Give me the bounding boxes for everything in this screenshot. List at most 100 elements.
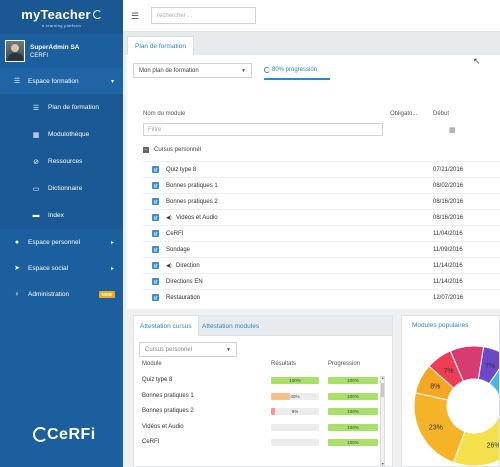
lightbulb-icon: ♀ xyxy=(14,290,20,298)
tab-attestation-modules[interactable]: Attestation modules xyxy=(202,322,260,330)
attestation-module-name: CeRFI xyxy=(142,439,160,445)
header-progression: Progression xyxy=(328,361,361,367)
speaker-icon: ◀) xyxy=(166,214,172,221)
nav-dictionnaire[interactable]: ▭ Dictionnaire xyxy=(0,175,123,202)
donut-slice[interactable] xyxy=(452,414,500,466)
nav-plan-de-formation[interactable]: ☰ Plan de formation xyxy=(0,94,123,121)
nav-espace-personnel[interactable]: ● Espace personnel ▸ xyxy=(0,229,123,255)
dash-icon: ▬ xyxy=(32,212,40,219)
scroll-down-icon[interactable]: ▼ xyxy=(381,462,385,466)
scrollbar[interactable]: ▲ ▼ xyxy=(380,376,385,466)
calendar-icon[interactable]: ▦ xyxy=(449,127,456,134)
attestation-module-name: Bonnes pratiques 1 xyxy=(142,392,194,399)
tab-plan-de-formation[interactable]: Plan de formation xyxy=(127,36,194,55)
filter-input[interactable]: Filtre xyxy=(143,123,383,136)
nav-label: Modulothèque xyxy=(48,131,90,138)
topbar: ☰ xyxy=(123,0,500,32)
module-table: ▤ Quiz type 8 07/21/2016 ▤ Bonnes pratiques … xyxy=(143,161,500,305)
nav-espace-social[interactable]: ➤ Espace social ▸ xyxy=(0,255,123,281)
module-name: Direction xyxy=(176,262,200,269)
nav-administration[interactable]: ♀ Administration NEW xyxy=(0,281,123,307)
tab-strip: Plan de formation xyxy=(123,32,500,55)
group-row[interactable]: − Cursus personnel xyxy=(143,147,201,153)
module-icon: ▤ xyxy=(152,182,159,189)
module-icon: ▤ xyxy=(152,166,159,173)
attestation-row[interactable]: Bonnes pratiques 2 8% 100% xyxy=(142,405,382,419)
donut-slice-label: 8% xyxy=(430,384,440,391)
donut-slice[interactable] xyxy=(488,356,500,422)
table-row[interactable]: ▤ ◀) Vidéos et Audio 08/16/2016 xyxy=(143,209,500,225)
donut-slice-label: 26% xyxy=(487,442,500,449)
paperclip-icon: ⊘ xyxy=(33,158,39,166)
search-input[interactable] xyxy=(151,7,256,24)
progress-label: 100% xyxy=(347,440,359,445)
book-icon: ▭ xyxy=(32,185,40,193)
donut-slice[interactable] xyxy=(449,345,485,382)
table-row[interactable]: ▤ Directions EN 11/14/2016 xyxy=(143,273,500,289)
result-bar xyxy=(271,423,319,431)
app-logo[interactable]: myTeacher e-learning platform xyxy=(0,0,123,34)
collapse-icon[interactable]: − xyxy=(143,147,149,153)
progress-label: 100% xyxy=(347,424,359,430)
grid-icon: ▦ xyxy=(32,131,40,139)
progress-bar: 100% xyxy=(328,377,378,384)
donut-slice-label: 7% xyxy=(443,368,453,375)
chevron-down-icon: ▾ xyxy=(110,78,114,85)
progress-tab[interactable]: 80% progression xyxy=(264,67,317,73)
table-row[interactable]: ▤ CeRFI 11/04/2016 xyxy=(143,225,500,241)
attestation-row[interactable]: Bonnes pratiques 1 40% 100% xyxy=(142,390,382,404)
speaker-icon: ◀) xyxy=(166,262,172,269)
module-icon: ▤ xyxy=(152,294,159,301)
cerfi-c-icon xyxy=(33,427,48,443)
module-name: Quiz type 8 xyxy=(166,166,197,173)
scroll-up-icon[interactable]: ▲ xyxy=(381,376,385,380)
module-date: 08/16/2016 xyxy=(433,198,464,205)
tab-attestation-cursus[interactable]: Attestation cursus xyxy=(134,316,199,336)
progress-bar-fill xyxy=(328,377,378,384)
table-row[interactable]: ▤ Sondage 11/09/2016 xyxy=(143,241,500,257)
progress-bar-fill xyxy=(328,423,378,431)
nav-ressources[interactable]: ⊘ Ressources xyxy=(0,148,123,175)
list-icon: ☰ xyxy=(32,104,40,112)
hamburger-icon[interactable]: ☰ xyxy=(131,11,140,21)
chevron-right-icon: ▸ xyxy=(110,265,114,272)
nav-label: Dictionnaire xyxy=(48,185,83,192)
nav-modulotheque[interactable]: ▦ Modulothèque xyxy=(0,121,123,148)
column-header-obligatoire[interactable]: Obligato... xyxy=(390,111,418,117)
progress-bar: 100% xyxy=(328,423,378,431)
module-name: Bonnes pratiques 1 xyxy=(166,182,218,189)
user-profile[interactable]: SuperAdmin SA CERFI xyxy=(0,34,123,68)
progress-bar: 100% xyxy=(328,439,378,446)
result-label: 8% xyxy=(291,409,299,414)
table-row[interactable]: ▤ Quiz type 8 07/21/2016 xyxy=(143,161,500,177)
column-header-debut[interactable]: Début xyxy=(433,111,450,117)
progress-bar: 100% xyxy=(328,408,378,415)
table-row[interactable]: ▤ Restauration 12/07/2016 xyxy=(143,289,500,305)
table-row[interactable]: ▤ ◀) Direction 11/14/2016 xyxy=(143,257,500,273)
module-name: Sondage xyxy=(166,246,191,253)
module-icon: ▤ xyxy=(152,230,159,237)
attestation-row[interactable]: CeRFI 100% xyxy=(142,436,382,450)
progress-bar-fill xyxy=(328,392,378,400)
attestation-row[interactable]: Vidéos et Audio 100% xyxy=(142,421,382,435)
attestation-row[interactable]: Quiz type 8 100% 100% xyxy=(142,374,382,388)
module-name: CeRFI xyxy=(166,230,184,237)
scroll-thumb[interactable] xyxy=(381,383,384,397)
module-icon: ▤ xyxy=(152,214,159,221)
new-badge: NEW xyxy=(98,290,115,298)
nav-index[interactable]: ▬ Index xyxy=(0,202,123,229)
send-icon: ➤ xyxy=(14,265,20,272)
nav-label: Ressources xyxy=(48,158,83,165)
cursus-select[interactable]: Cursus personnel ▼ xyxy=(139,342,237,357)
result-bar: 8% xyxy=(271,408,319,415)
plan-select[interactable]: Mon plan de formation ▼ xyxy=(133,63,252,78)
column-header-module[interactable]: Nom du module xyxy=(143,111,186,117)
nav-espace-formation[interactable]: ☰ Espace formation ▾ xyxy=(0,68,123,94)
module-icon: ▤ xyxy=(152,198,159,205)
table-row[interactable]: ▤ Bonnes pratiques 1 08/02/2016 xyxy=(143,177,500,193)
table-row[interactable]: ▤ Bonnes pratiques 2 08/16/2016 xyxy=(143,193,500,209)
result-bar-fill xyxy=(271,408,275,415)
popular-title: Modules populaires xyxy=(412,322,469,329)
cursus-select-value: Cursus personnel xyxy=(145,346,193,353)
progress-bar-fill xyxy=(328,439,378,446)
